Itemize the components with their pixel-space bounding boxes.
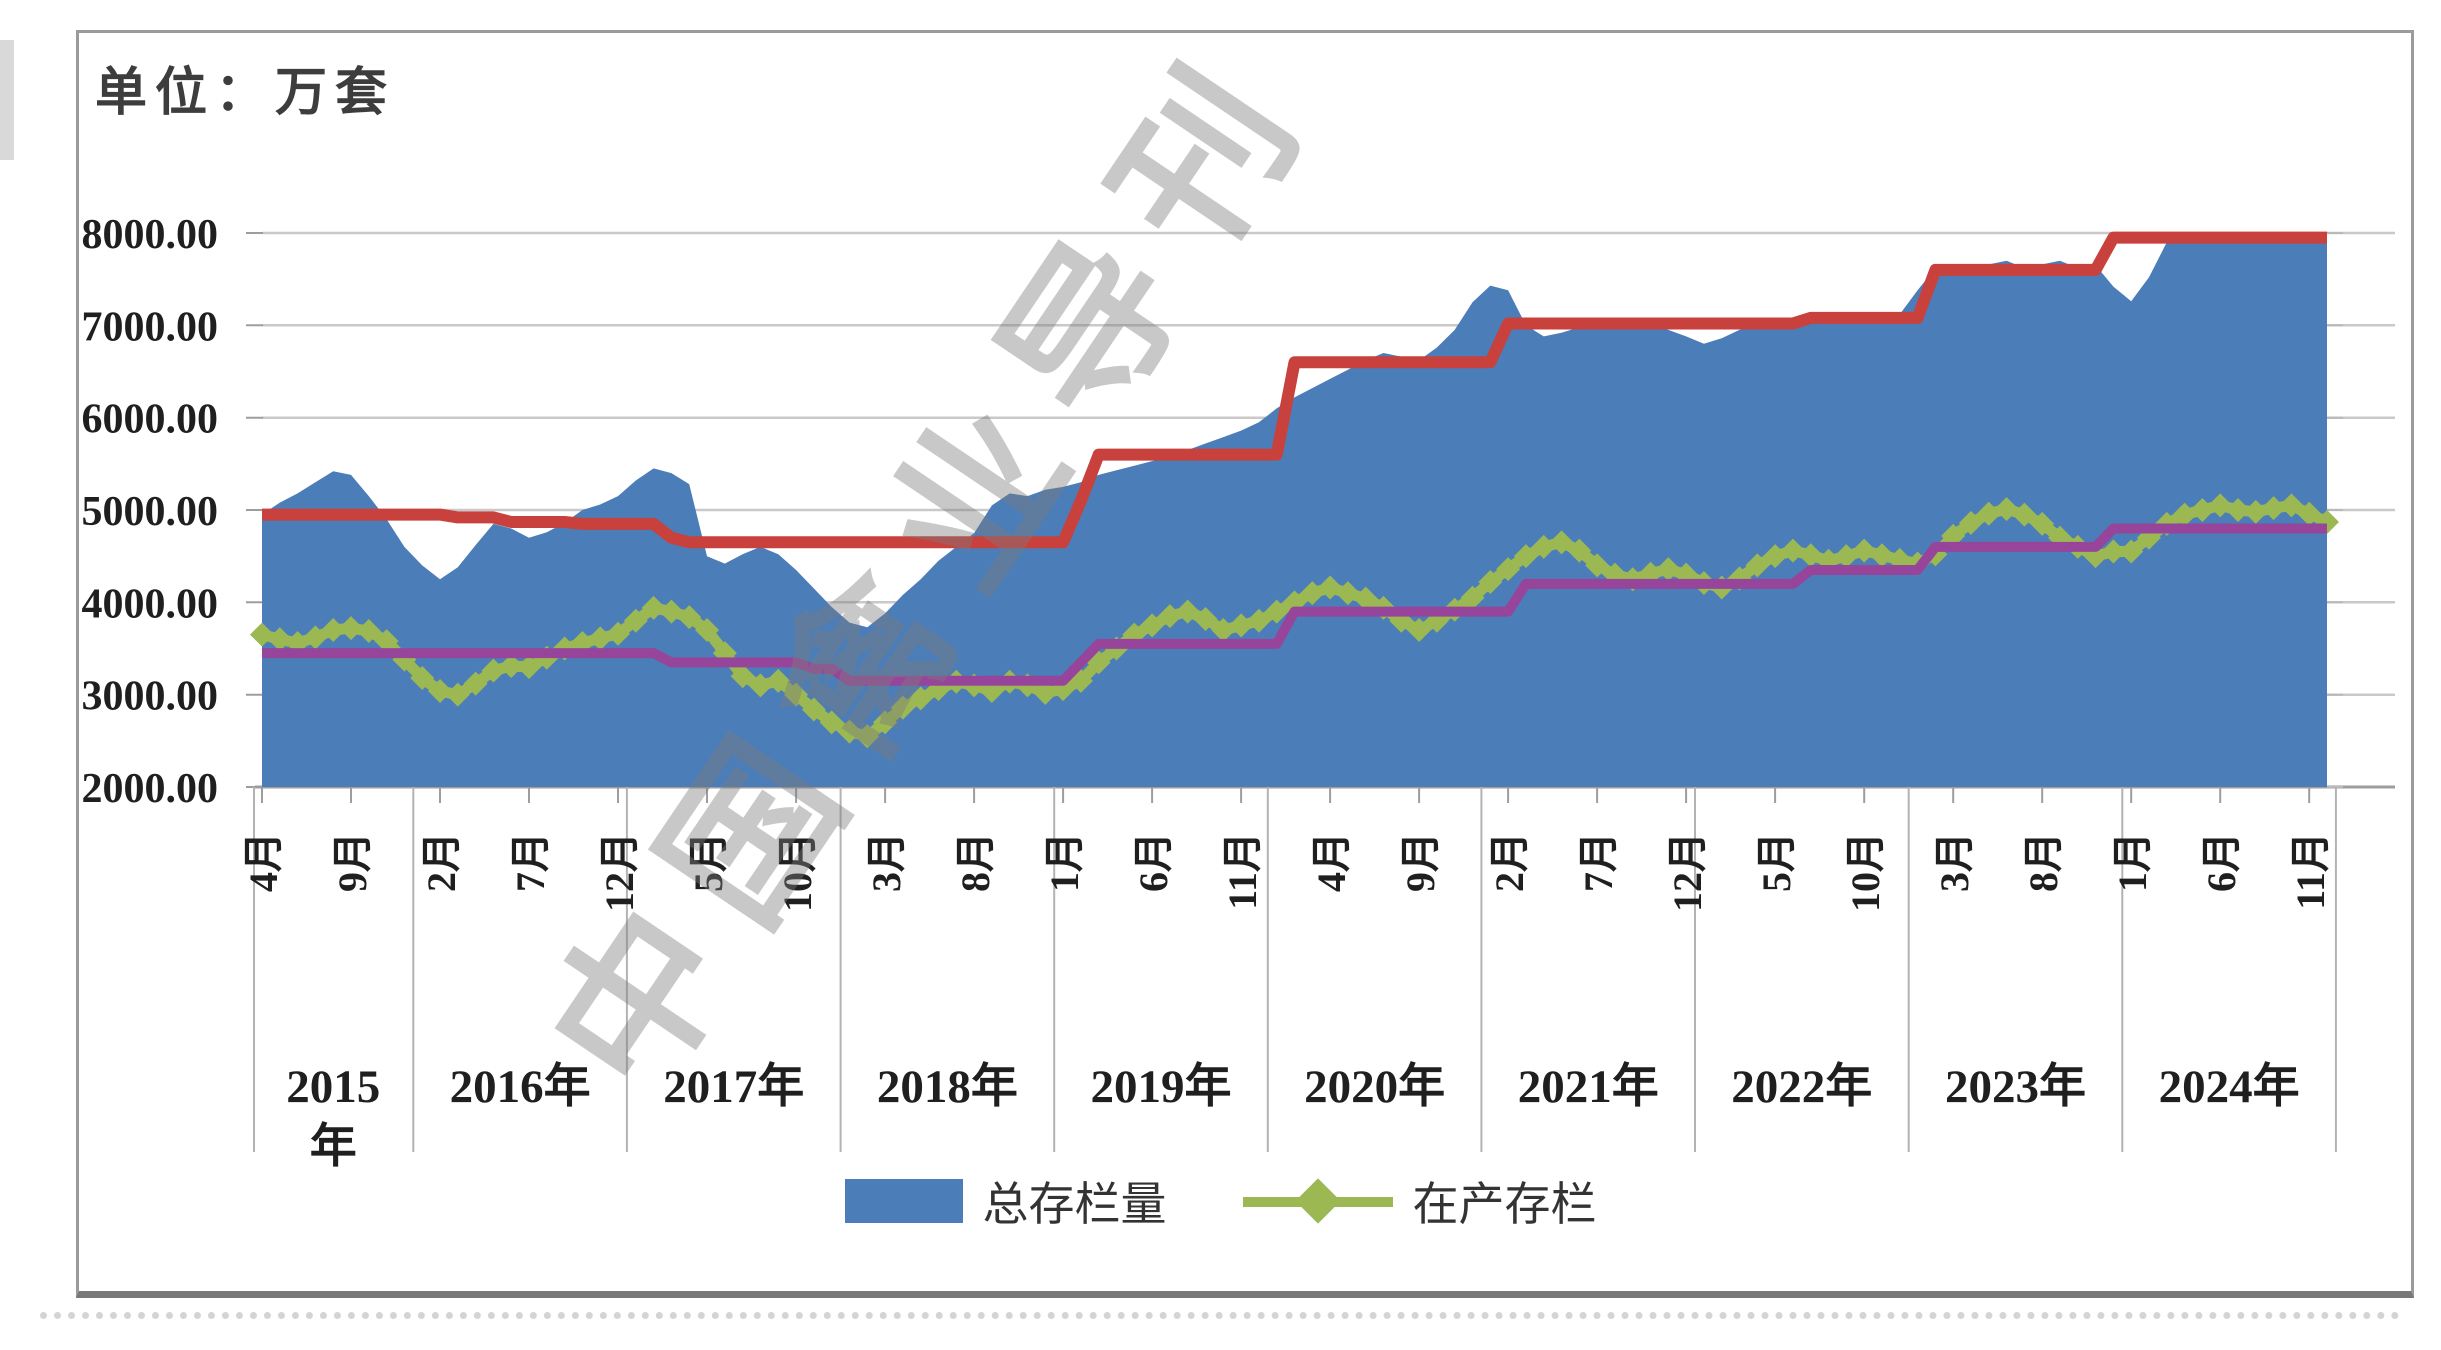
svg-text:12月: 12月 xyxy=(1665,832,1710,912)
svg-text:2019年: 2019年 xyxy=(1091,1061,1232,1113)
svg-text:2017年: 2017年 xyxy=(663,1061,804,1113)
legend-swatch-line-diamond-icon xyxy=(1242,1178,1393,1224)
svg-text:8月: 8月 xyxy=(953,832,998,892)
svg-text:5月: 5月 xyxy=(686,832,731,892)
scan-edge-artifact xyxy=(0,40,14,160)
unit-label: 单位：万套 xyxy=(95,65,396,122)
svg-text:2015: 2015 xyxy=(286,1061,380,1113)
svg-text:5000.00: 5000.00 xyxy=(82,489,219,535)
svg-text:6000.00: 6000.00 xyxy=(82,397,219,443)
svg-text:3月: 3月 xyxy=(1932,832,1977,892)
svg-text:1月: 1月 xyxy=(1042,832,1087,892)
svg-text:9月: 9月 xyxy=(330,832,375,892)
svg-text:年: 年 xyxy=(310,1121,357,1173)
svg-text:4月: 4月 xyxy=(241,832,286,892)
svg-text:8000.00: 8000.00 xyxy=(82,212,219,258)
svg-text:8月: 8月 xyxy=(2021,832,2066,892)
svg-text:6月: 6月 xyxy=(2199,832,2244,892)
svg-text:2023年: 2023年 xyxy=(1945,1061,2086,1113)
svg-text:3月: 3月 xyxy=(864,832,909,892)
svg-text:10月: 10月 xyxy=(775,832,820,912)
legend-swatch-area-icon xyxy=(844,1179,963,1223)
legend-item-in-production: 在产存栏 xyxy=(1242,1168,1597,1234)
svg-text:2月: 2月 xyxy=(419,832,464,892)
svg-text:2022年: 2022年 xyxy=(1731,1061,1872,1113)
svg-text:2018年: 2018年 xyxy=(877,1061,1018,1113)
svg-text:5月: 5月 xyxy=(1754,832,1799,892)
page-dotted-divider xyxy=(40,1312,2400,1319)
legend-label-total-inventory: 总存栏量 xyxy=(982,1179,1167,1230)
svg-text:4000.00: 4000.00 xyxy=(82,581,219,627)
svg-text:1月: 1月 xyxy=(2110,832,2155,892)
svg-text:10月: 10月 xyxy=(1843,832,1888,912)
legend-label-in-production: 在产存栏 xyxy=(1412,1179,1597,1230)
svg-text:2020年: 2020年 xyxy=(1304,1061,1445,1113)
svg-text:2月: 2月 xyxy=(1487,832,1532,892)
svg-text:6月: 6月 xyxy=(1131,832,1176,892)
svg-text:9月: 9月 xyxy=(1398,832,1443,892)
svg-text:7000.00: 7000.00 xyxy=(82,304,219,350)
svg-text:2024年: 2024年 xyxy=(2159,1061,2300,1113)
legend-item-total-inventory: 总存栏量 xyxy=(844,1168,1167,1234)
svg-text:11月: 11月 xyxy=(1220,832,1265,910)
svg-text:2000.00: 2000.00 xyxy=(82,766,219,812)
svg-text:11月: 11月 xyxy=(2288,832,2333,910)
svg-text:12月: 12月 xyxy=(597,832,642,912)
svg-text:2021年: 2021年 xyxy=(1518,1061,1659,1113)
svg-text:2016年: 2016年 xyxy=(450,1061,591,1113)
svg-text:7月: 7月 xyxy=(1576,832,1621,892)
svg-text:7月: 7月 xyxy=(508,832,553,892)
svg-text:4月: 4月 xyxy=(1309,832,1354,892)
svg-text:3000.00: 3000.00 xyxy=(82,674,219,720)
chart-legend: 总存栏量 在产存栏 xyxy=(0,1168,2441,1234)
legend-diamond-icon xyxy=(1294,1178,1341,1224)
